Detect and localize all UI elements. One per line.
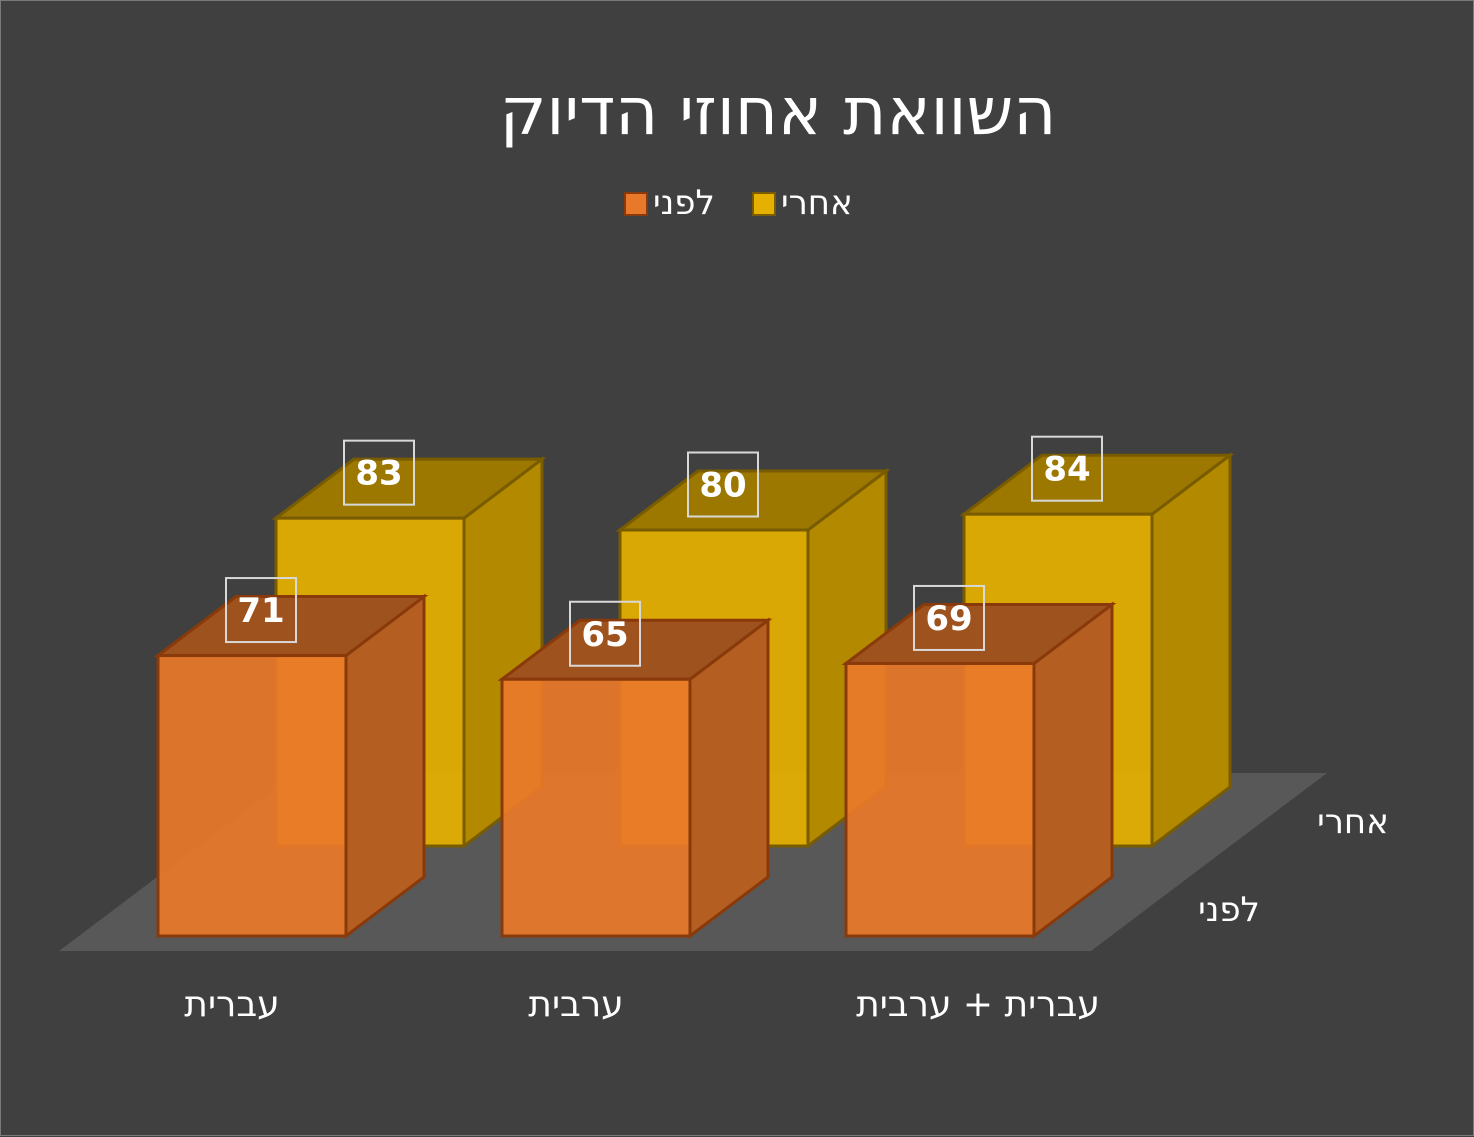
data-label: 71	[237, 591, 284, 631]
data-label-box	[687, 451, 759, 518]
data-label: 83	[355, 454, 402, 494]
legend-label: לפני	[653, 183, 715, 223]
depth-label: אחרי	[1317, 802, 1389, 842]
data-label: 69	[925, 599, 972, 639]
data-label-box	[1031, 435, 1103, 502]
bar-front-2: 69	[841, 584, 1117, 940]
depth-label: לפני	[1198, 890, 1260, 930]
category-label: עברית + ערבית	[856, 984, 1100, 1025]
bar-front	[156, 654, 348, 938]
bar-front	[844, 661, 1036, 938]
bar-front	[500, 677, 692, 938]
data-label-box	[569, 600, 641, 667]
data-label-box	[225, 577, 297, 644]
category-labels: עברית ערבית עברית + ערבית	[184, 984, 1100, 1025]
data-label-box	[913, 584, 985, 651]
legend-label: אחרי	[781, 183, 853, 223]
bar-front-1: 65	[497, 600, 773, 940]
bar-front-0: 71	[153, 577, 429, 940]
bar-side	[1150, 452, 1232, 850]
data-label: 84	[1043, 450, 1090, 490]
category-label: עברית	[184, 984, 279, 1025]
depth-axis-labels: לפני אחרי	[1198, 802, 1389, 930]
data-label: 65	[581, 615, 628, 655]
category-label: ערבית	[528, 984, 623, 1025]
chart-title: השוואת אחוזי הדיוק	[500, 73, 1057, 150]
legend-swatch	[752, 192, 776, 216]
legend-swatch	[624, 192, 648, 216]
data-label: 80	[699, 466, 746, 506]
data-label-box	[343, 439, 415, 506]
bars-layer: 83 80 84 71 65 69	[153, 435, 1235, 940]
legend: אחרי לפני	[624, 183, 853, 223]
